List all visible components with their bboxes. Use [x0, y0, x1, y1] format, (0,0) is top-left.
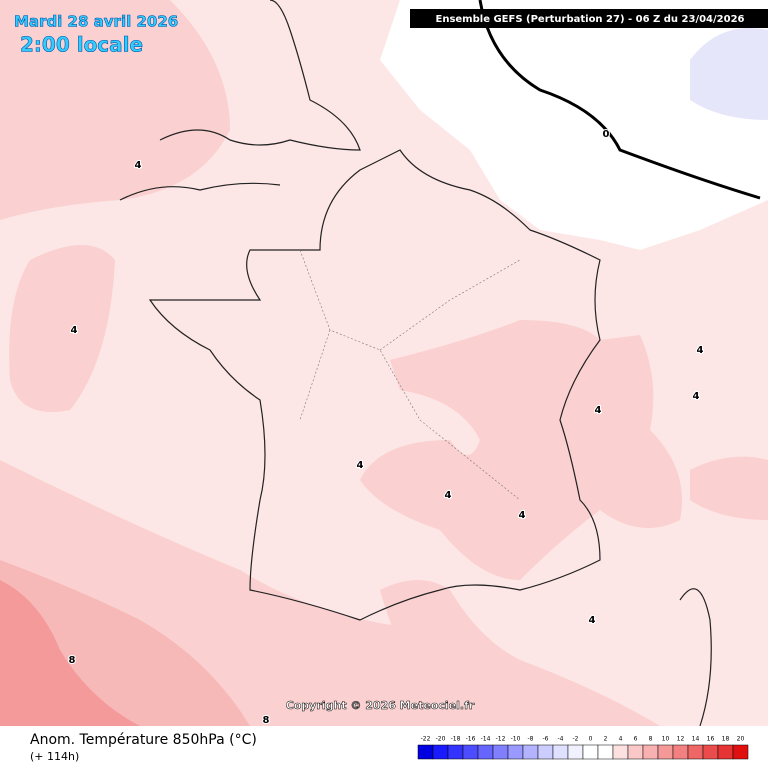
contour-label: 8: [263, 715, 270, 726]
title-time: 2:00 locale: [20, 33, 143, 57]
legend-tick-label: -4: [558, 736, 564, 743]
contour-labels: 4 4 4 4 4 4 4 4 4 8 8 0: [68, 128, 705, 727]
neutral-zone: [380, 0, 768, 250]
legend-swatch: [417, 744, 434, 760]
legend-tick-label: 14: [692, 736, 700, 743]
warm-zone: [9, 245, 116, 412]
contour-label: 4: [595, 405, 602, 416]
color-legend: -22 -20 -18 -16 -14 -12 -10 -8 -6 -4 -2 0 2 4 6 8 10 12 14…: [417, 736, 749, 760]
contour-label: 4: [693, 391, 700, 402]
copyright: Copyright © 2026 Meteociel.fr: [286, 699, 475, 712]
contour-label: 0: [603, 129, 610, 140]
legend-tick-label: -2: [573, 736, 579, 743]
legend-swatch: [582, 744, 599, 760]
legend-swatch: [432, 744, 449, 760]
legend-swatch: [477, 744, 494, 760]
legend-tick-label: -22: [421, 736, 431, 743]
warm-zone: [690, 456, 768, 520]
footer-label: Anom. Température 850hPa (°C): [30, 732, 257, 748]
legend-tick-label: -12: [496, 736, 506, 743]
legend-tick-label: -14: [481, 736, 491, 743]
legend-tick-label: -8: [528, 736, 534, 743]
legend-tick-label: 4: [619, 736, 623, 743]
zero-isotherm: [478, 0, 761, 200]
header-text: Ensemble GEFS (Perturbation 27) - 06 Z d…: [436, 14, 745, 25]
legend-swatch: [642, 744, 659, 760]
legend-tick-label: -18: [451, 736, 461, 743]
legend-tick-label: -16: [466, 736, 476, 743]
legend-swatch: [612, 744, 629, 760]
legend-swatch: [687, 744, 704, 760]
legend-tick-label: 2: [604, 736, 608, 743]
contour-label: 4: [71, 325, 78, 336]
legend-tick-label: 10: [662, 736, 670, 743]
coastline: [159, 0, 361, 151]
contour-label: 4: [697, 345, 704, 356]
legend-swatch: [717, 744, 734, 760]
contour-label: 4: [135, 160, 142, 171]
contour-label: 4: [445, 490, 452, 501]
footer-lead: (+ 114h): [30, 750, 79, 763]
warm-zone: [0, 580, 140, 726]
legend-swatch: [522, 744, 539, 760]
title-date: Mardi 28 avril 2026: [14, 13, 178, 31]
warm-zone: [360, 320, 682, 580]
coastline: [119, 182, 281, 201]
legend-swatch: [537, 744, 554, 760]
legend-swatch: [672, 744, 689, 760]
coastline: [679, 588, 712, 727]
legend-tick-label: 20: [737, 736, 745, 743]
legend-tick-label: 8: [649, 736, 653, 743]
legend-swatch: [567, 744, 584, 760]
header-bar: [410, 9, 768, 28]
contour-label: 4: [589, 615, 596, 626]
legend-swatch: [447, 744, 464, 760]
legend-swatch: [657, 744, 674, 760]
legend-swatch: [462, 744, 479, 760]
legend-swatch: [507, 744, 524, 760]
legend-swatch: [492, 744, 509, 760]
legend-tick-label: -10: [511, 736, 521, 743]
contour-label: 8: [69, 655, 76, 666]
warm-zone: [0, 0, 230, 220]
coastline: [148, 149, 601, 621]
legend-swatch: [552, 744, 569, 760]
legend-swatch: [702, 744, 719, 760]
legend-tick-label: 16: [707, 736, 715, 743]
legend-tick-label: -20: [436, 736, 446, 743]
warm-zone: [380, 580, 660, 726]
legend-tick-label: 12: [677, 736, 685, 743]
legend-tick-label: 18: [722, 736, 730, 743]
legend-tick-label: 6: [634, 736, 638, 743]
department-borders: [299, 249, 521, 501]
legend-swatch: [732, 744, 749, 760]
legend-swatch: [597, 744, 614, 760]
contour-label: 4: [519, 510, 526, 521]
legend-swatch: [627, 744, 644, 760]
legend-tick-label: -6: [543, 736, 549, 743]
legend-tick-label: 0: [589, 736, 593, 743]
contour-label: 4: [357, 460, 364, 471]
cool-zone: [690, 28, 768, 120]
